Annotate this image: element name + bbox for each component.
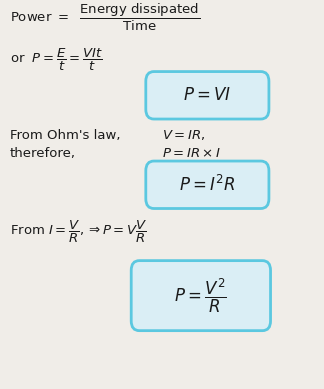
Text: From $I = \dfrac{V}{R}, \Rightarrow P = V\dfrac{V}{R}$: From $I = \dfrac{V}{R}, \Rightarrow P = … xyxy=(10,218,147,245)
Text: therefore,: therefore, xyxy=(10,147,76,160)
Text: Power $=$  $\dfrac{\mathrm{Energy\ dissipated}}{\mathrm{Time}}$: Power $=$ $\dfrac{\mathrm{Energy\ dissip… xyxy=(10,2,200,33)
FancyBboxPatch shape xyxy=(146,161,269,209)
Text: $P = VI$: $P = VI$ xyxy=(183,86,231,104)
Text: or  $P = \dfrac{E}{t} = \dfrac{VIt}{t}$: or $P = \dfrac{E}{t} = \dfrac{VIt}{t}$ xyxy=(10,47,103,74)
Text: From Ohm's law,: From Ohm's law, xyxy=(10,129,120,142)
FancyBboxPatch shape xyxy=(131,261,271,331)
Text: $P = \dfrac{V^2}{R}$: $P = \dfrac{V^2}{R}$ xyxy=(174,277,227,315)
Text: $P = IR \times I$: $P = IR \times I$ xyxy=(162,147,221,160)
Text: $P = I^2R$: $P = I^2R$ xyxy=(179,175,236,195)
Text: $V = IR,$: $V = IR,$ xyxy=(162,128,205,142)
FancyBboxPatch shape xyxy=(146,72,269,119)
